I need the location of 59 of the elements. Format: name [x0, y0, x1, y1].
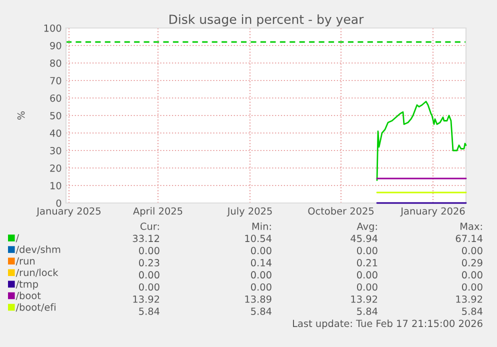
- text: 0.29: [462, 259, 482, 266]
- text: 0.21: [356, 259, 378, 266]
- y-tick-label: 70: [50, 76, 62, 84]
- text: 13.92: [456, 295, 482, 303]
- text: Avg:: [356, 222, 377, 232]
- text: 0.00: [356, 271, 378, 279]
- legend-label: /run: [16, 257, 35, 266]
- text: 5.84: [357, 308, 378, 315]
- text: 67.14: [456, 234, 482, 242]
- text: 0.00: [356, 246, 378, 254]
- line-series: [376, 100, 467, 181]
- text: 10.54: [245, 234, 272, 242]
- y-axis-title: %: [17, 111, 25, 120]
- x-tick-label: April 2025: [133, 207, 182, 217]
- y-tick-label: 50: [50, 112, 62, 120]
- text: 13.89: [245, 295, 272, 303]
- legend-label: /boot/efi: [16, 303, 56, 312]
- text: Max:: [460, 222, 482, 230]
- y-tick-label: 100: [44, 24, 62, 32]
- text: 0.00: [462, 271, 482, 279]
- y-tick-label: 30: [50, 146, 62, 154]
- text: 0.00: [356, 283, 378, 291]
- text: 5.84: [251, 308, 272, 315]
- text: 0.23: [138, 259, 160, 266]
- y-tick-label: 80: [50, 59, 62, 67]
- y-tick-label: 90: [50, 42, 62, 50]
- text: 0.14: [250, 259, 272, 266]
- y-tick-label: 60: [50, 94, 62, 102]
- text: 5.84: [462, 308, 482, 315]
- legend-label: /dev/shm: [16, 246, 60, 254]
- x-tick-label: July 2025: [226, 207, 272, 217]
- x-tick-label: October 2025: [308, 207, 374, 215]
- y-tick-label: 0: [56, 199, 62, 207]
- text: 33.12: [132, 234, 160, 242]
- y-tick-label: 10: [50, 182, 62, 190]
- legend-label: /: [16, 234, 20, 242]
- text: Min:: [252, 222, 271, 230]
- legend-label: /tmp: [16, 280, 38, 290]
- x-tick-label: January 2025: [36, 207, 100, 217]
- text: 0.00: [462, 246, 482, 254]
- text: 0.00: [138, 271, 160, 279]
- legend-label: /boot: [16, 292, 41, 300]
- text: 13.92: [351, 295, 378, 303]
- text: 0.00: [250, 283, 272, 291]
- text: 45.94: [350, 234, 378, 242]
- text: 0.00: [250, 271, 272, 279]
- chart-title: Disk usage in percent - by year: [170, 14, 364, 26]
- text: 0.00: [138, 246, 160, 254]
- text: 13.92: [133, 295, 160, 303]
- text: Cur:: [140, 222, 159, 230]
- y-tick-label: 20: [50, 164, 62, 172]
- text: Last update: Tue Feb 17 21:15:00 2026: [293, 320, 482, 329]
- text: 5.84: [139, 308, 160, 315]
- text: 0.00: [462, 283, 482, 291]
- x-tick-label: January 2026: [400, 207, 465, 217]
- y-tick-label: 40: [50, 129, 62, 137]
- text: 0.00: [250, 246, 272, 254]
- text: 0.00: [138, 283, 160, 291]
- legend-label: /run/lock: [16, 268, 58, 277]
